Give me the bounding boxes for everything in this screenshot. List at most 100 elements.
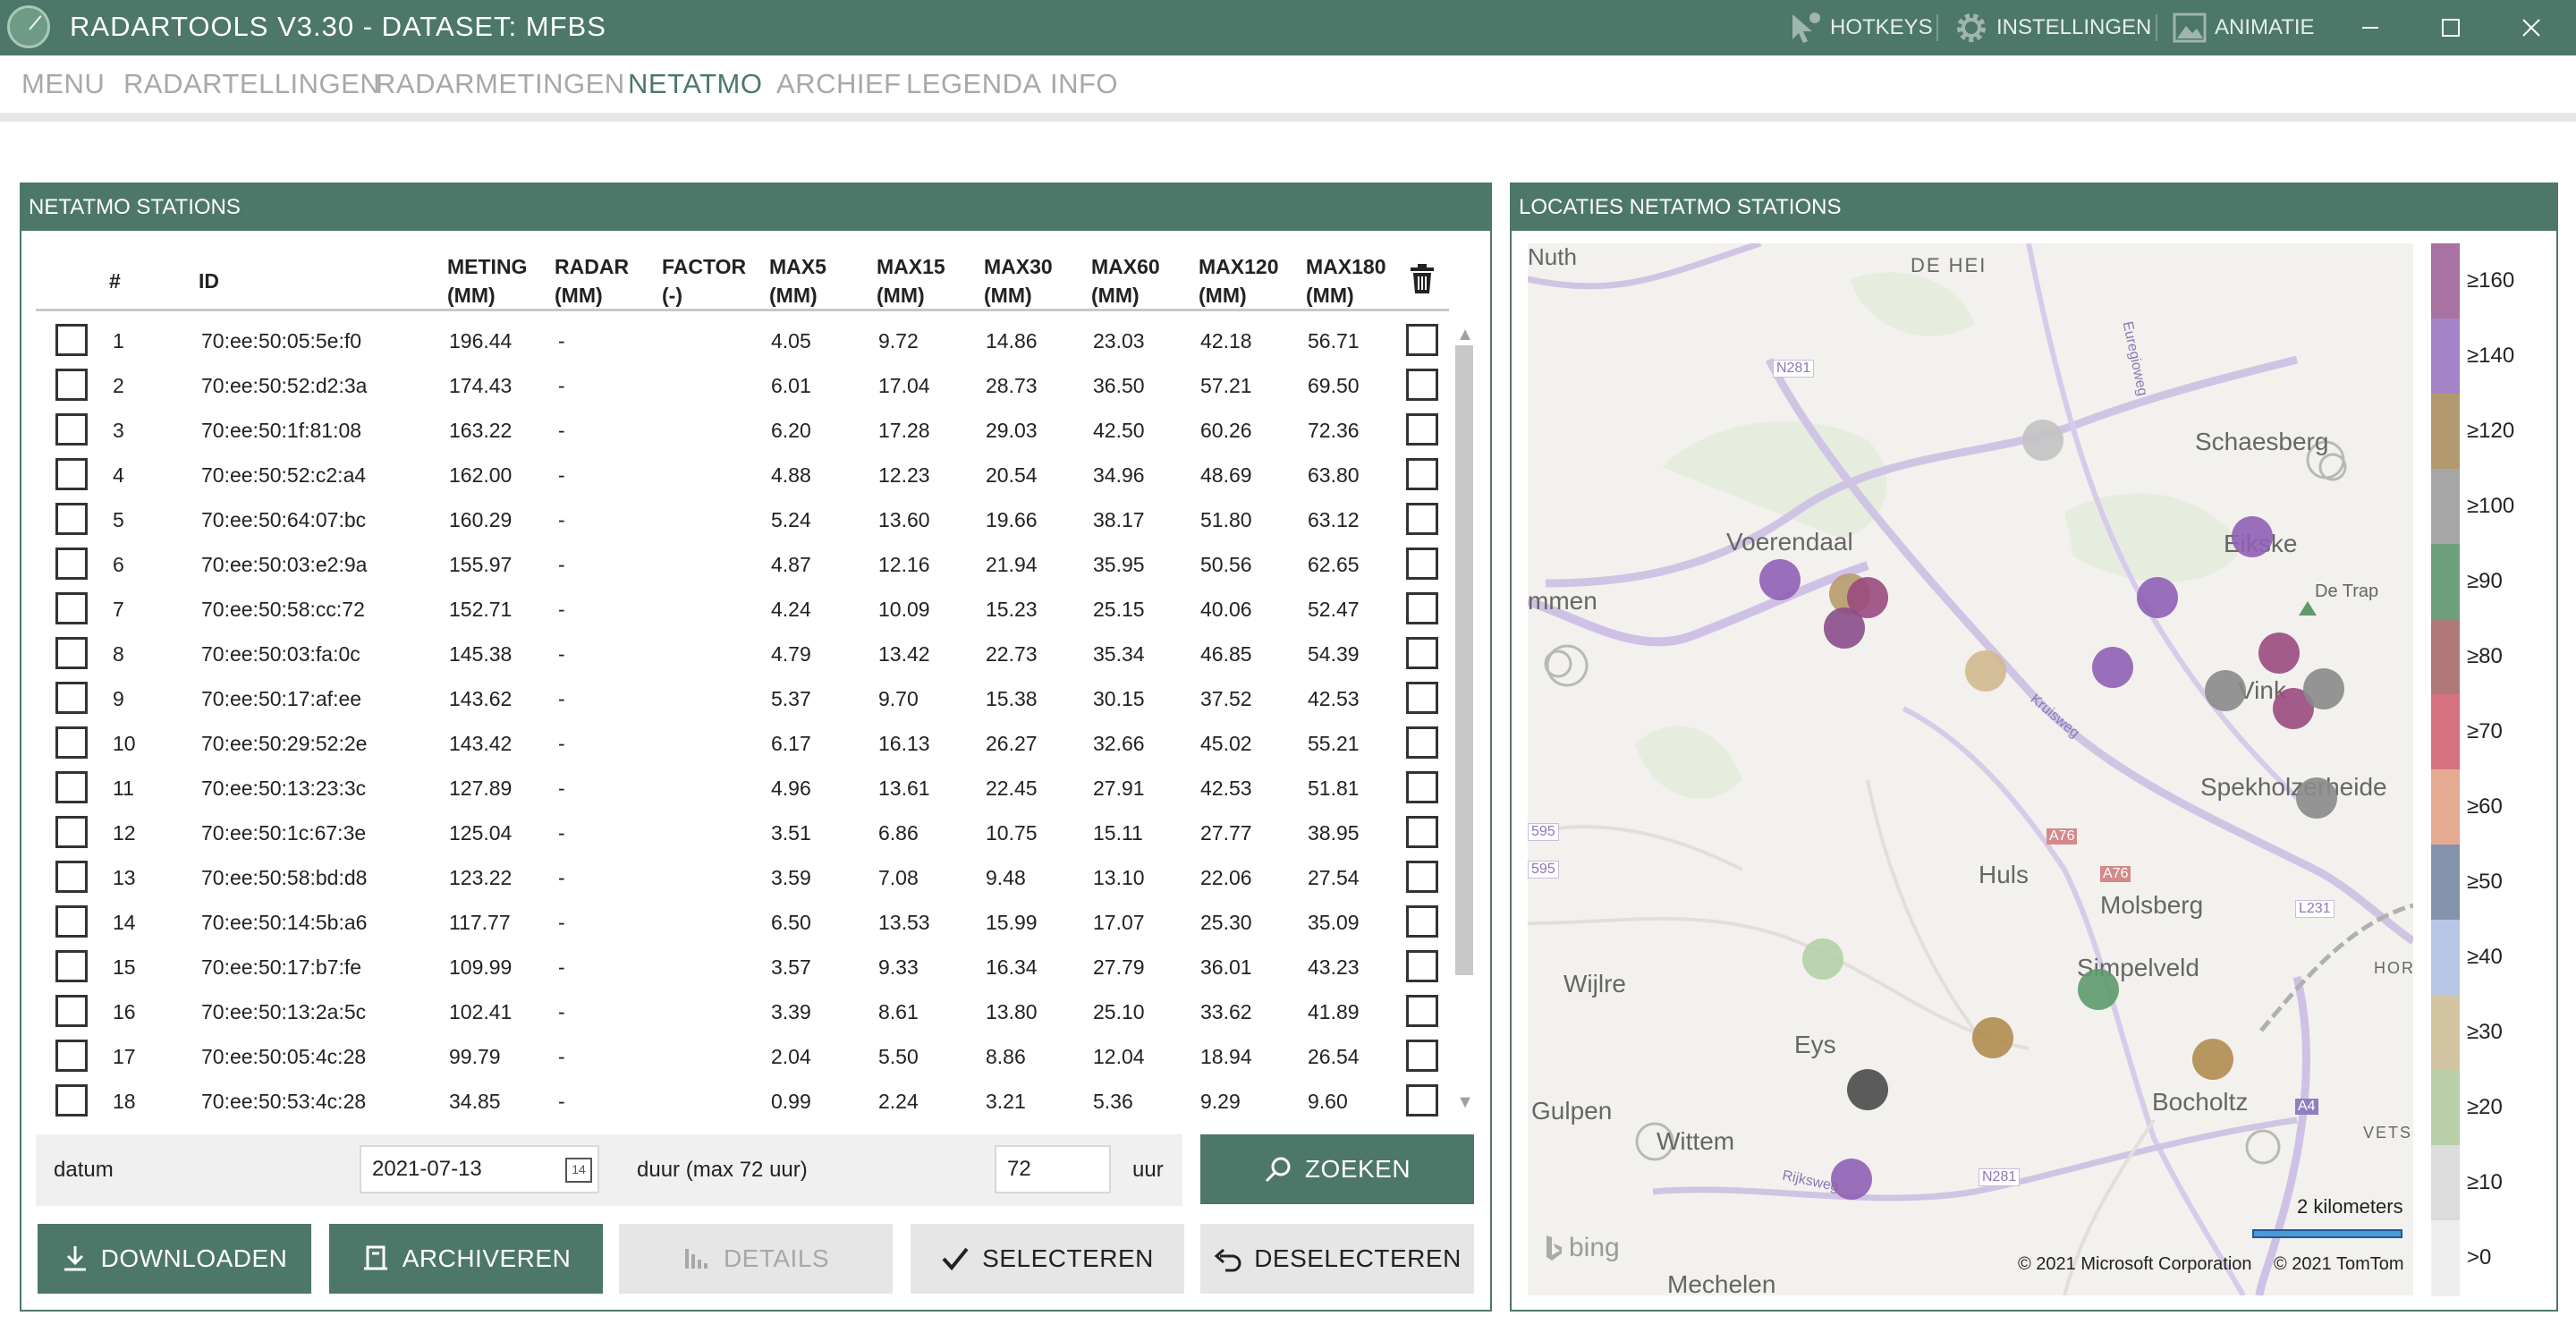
trash-icon[interactable] <box>1408 263 1436 295</box>
row-select-checkbox[interactable] <box>55 413 88 446</box>
row-delete-checkbox[interactable] <box>1406 592 1438 624</box>
row-delete-checkbox[interactable] <box>1406 413 1438 446</box>
row-select-checkbox[interactable] <box>55 726 88 759</box>
column-header-max60[interactable]: MAX60 (MM) <box>1091 255 1160 307</box>
station-marker[interactable] <box>2137 577 2178 618</box>
row-select-checkbox[interactable] <box>55 1084 88 1116</box>
menu-item-radarmetingen[interactable]: RADARMETINGEN <box>376 68 625 99</box>
station-marker[interactable] <box>1965 650 2006 692</box>
row-delete-checkbox[interactable] <box>1406 726 1438 759</box>
table-row[interactable]: 2 70:ee:50:52:d2:3a 174.43 - 6.01 17.04 28.73 3… <box>36 363 1460 408</box>
row-select-checkbox[interactable] <box>55 503 88 535</box>
search-button[interactable]: ZOEKEN <box>1200 1134 1474 1204</box>
row-delete-checkbox[interactable] <box>1406 1040 1438 1072</box>
row-delete-checkbox[interactable] <box>1406 637 1438 669</box>
row-delete-checkbox[interactable] <box>1406 369 1438 401</box>
settings-button[interactable]: INSTELLINGEN <box>1953 9 2151 47</box>
row-select-checkbox[interactable] <box>55 905 88 938</box>
station-marker[interactable] <box>1824 607 1865 649</box>
table-row[interactable]: 13 70:ee:50:58:bd:d8 123.22 - 3.59 7.08 9.48 13… <box>36 855 1460 900</box>
row-select-checkbox[interactable] <box>55 369 88 401</box>
menu-item-archief[interactable]: ARCHIEF <box>776 68 902 99</box>
table-row[interactable]: 3 70:ee:50:1f:81:08 163.22 - 6.20 17.28 29.03 4… <box>36 408 1460 453</box>
row-delete-checkbox[interactable] <box>1406 503 1438 535</box>
maximize-button[interactable] <box>2431 9 2470 47</box>
row-delete-checkbox[interactable] <box>1406 861 1438 893</box>
row-select-checkbox[interactable] <box>55 324 88 356</box>
table-row[interactable]: 7 70:ee:50:58:cc:72 152.71 - 4.24 10.09 15.23 2… <box>36 587 1460 632</box>
scroll-down-icon[interactable]: ▼ <box>1456 1092 1474 1112</box>
hotkeys-button[interactable]: HOTKEYS <box>1787 9 1933 47</box>
station-marker[interactable] <box>2092 647 2133 688</box>
date-field[interactable]: 2021-07-13 <box>360 1145 599 1193</box>
row-select-checkbox[interactable] <box>55 861 88 893</box>
download-button[interactable]: DOWNLOADEN <box>38 1224 311 1294</box>
archive-button[interactable]: ARCHIVEREN <box>329 1224 603 1294</box>
minimize-button[interactable] <box>2351 9 2390 47</box>
menu-item-info[interactable]: INFO <box>1050 68 1119 99</box>
table-row[interactable]: 1 70:ee:50:05:5e:f0 196.44 - 4.05 9.72 14.86 23… <box>36 318 1460 363</box>
station-marker[interactable] <box>2022 420 2063 461</box>
table-row[interactable]: 10 70:ee:50:29:52:2e 143.42 - 6.17 16.13 26.27… <box>36 721 1460 766</box>
table-row[interactable]: 18 70:ee:50:53:4c:28 34.85 - 0.99 2.24 3.21 5.3… <box>36 1079 1460 1118</box>
table-row[interactable]: 14 70:ee:50:14:5b:a6 117.77 - 6.50 13.53 15.99… <box>36 900 1460 945</box>
row-delete-checkbox[interactable] <box>1406 324 1438 356</box>
table-row[interactable]: 6 70:ee:50:03:e2:9a 155.97 - 4.87 12.16 21.94 3… <box>36 542 1460 587</box>
column-header-factor[interactable]: FACTOR (-) <box>662 255 747 307</box>
row-delete-checkbox[interactable] <box>1406 950 1438 982</box>
table-row[interactable]: 16 70:ee:50:13:2a:5c 102.41 - 3.39 8.61 13.80 2… <box>36 989 1460 1034</box>
column-header-max15[interactable]: MAX15 (MM) <box>877 255 945 307</box>
table-row[interactable]: 4 70:ee:50:52:c2:a4 162.00 - 4.88 12.23 20.54 3… <box>36 453 1460 497</box>
row-delete-checkbox[interactable] <box>1406 816 1438 848</box>
station-marker[interactable] <box>2078 969 2119 1010</box>
select-button[interactable]: SELECTEREN <box>911 1224 1184 1294</box>
menu-item-menu[interactable]: MENU <box>21 68 106 99</box>
row-select-checkbox[interactable] <box>55 458 88 490</box>
table-row[interactable]: 5 70:ee:50:64:07:bc 160.29 - 5.24 13.60 19.66 3… <box>36 497 1460 542</box>
animation-button[interactable]: ANIMATIE <box>2172 9 2315 47</box>
table-row[interactable]: 17 70:ee:50:05:4c:28 99.79 - 2.04 5.50 8.86 12.… <box>36 1034 1460 1079</box>
table-row[interactable]: 8 70:ee:50:03:fa:0c 145.38 - 4.79 13.42 22.73 3… <box>36 632 1460 676</box>
station-marker[interactable] <box>2296 777 2337 819</box>
row-select-checkbox[interactable] <box>55 548 88 580</box>
table-row[interactable]: 12 70:ee:50:1c:67:3e 125.04 - 3.51 6.86 10.75 1… <box>36 811 1460 855</box>
column-header-max30[interactable]: MAX30 (MM) <box>984 255 1053 307</box>
station-marker[interactable] <box>1831 1159 1872 1200</box>
table-row[interactable]: 11 70:ee:50:13:23:3c 127.89 - 4.96 13.61 22.45… <box>36 766 1460 811</box>
row-delete-checkbox[interactable] <box>1406 1084 1438 1116</box>
row-select-checkbox[interactable] <box>55 592 88 624</box>
row-delete-checkbox[interactable] <box>1406 995 1438 1027</box>
row-select-checkbox[interactable] <box>55 816 88 848</box>
duration-field[interactable]: 72 <box>995 1145 1111 1193</box>
column-header-radar[interactable]: RADAR (MM) <box>555 255 630 307</box>
menu-item-radartellingen[interactable]: RADARTELLINGEN <box>123 68 381 99</box>
station-marker[interactable] <box>1759 559 1801 600</box>
table-scrollbar-thumb[interactable] <box>1455 345 1473 975</box>
table-row[interactable]: 9 70:ee:50:17:af:ee 143.62 - 5.37 9.70 15.38 30… <box>36 676 1460 721</box>
table-row[interactable]: 15 70:ee:50:17:b7:fe 109.99 - 3.57 9.33 16.34 2… <box>36 945 1460 989</box>
menu-item-legenda[interactable]: LEGENDA <box>906 68 1042 99</box>
row-select-checkbox[interactable] <box>55 682 88 714</box>
row-delete-checkbox[interactable] <box>1406 771 1438 803</box>
station-marker[interactable] <box>1847 1069 1888 1110</box>
scroll-up-icon[interactable]: ▲ <box>1456 325 1474 344</box>
row-delete-checkbox[interactable] <box>1406 905 1438 938</box>
row-delete-checkbox[interactable] <box>1406 682 1438 714</box>
station-marker[interactable] <box>2258 633 2300 674</box>
row-select-checkbox[interactable] <box>55 995 88 1027</box>
stations-map[interactable]: Nuth DE HEI Schaesberg Voerendaal Eikske… <box>1528 243 2413 1295</box>
station-marker[interactable] <box>1972 1017 2013 1058</box>
deselect-button[interactable]: DESELECTEREN <box>1200 1224 1474 1294</box>
details-button[interactable]: DETAILS <box>619 1224 893 1294</box>
row-select-checkbox[interactable] <box>55 950 88 982</box>
row-select-checkbox[interactable] <box>55 637 88 669</box>
row-select-checkbox[interactable] <box>55 1040 88 1072</box>
column-header-max5[interactable]: MAX5 (MM) <box>769 255 826 307</box>
row-select-checkbox[interactable] <box>55 771 88 803</box>
station-marker[interactable] <box>2205 670 2246 711</box>
close-button[interactable] <box>2512 9 2551 47</box>
calendar-icon[interactable]: 14 <box>565 1158 592 1183</box>
column-header-meting[interactable]: METING (MM) <box>447 255 528 307</box>
menu-item-netatmo[interactable]: NETATMO <box>628 68 763 99</box>
column-header-max180[interactable]: MAX180 (MM) <box>1306 255 1386 307</box>
